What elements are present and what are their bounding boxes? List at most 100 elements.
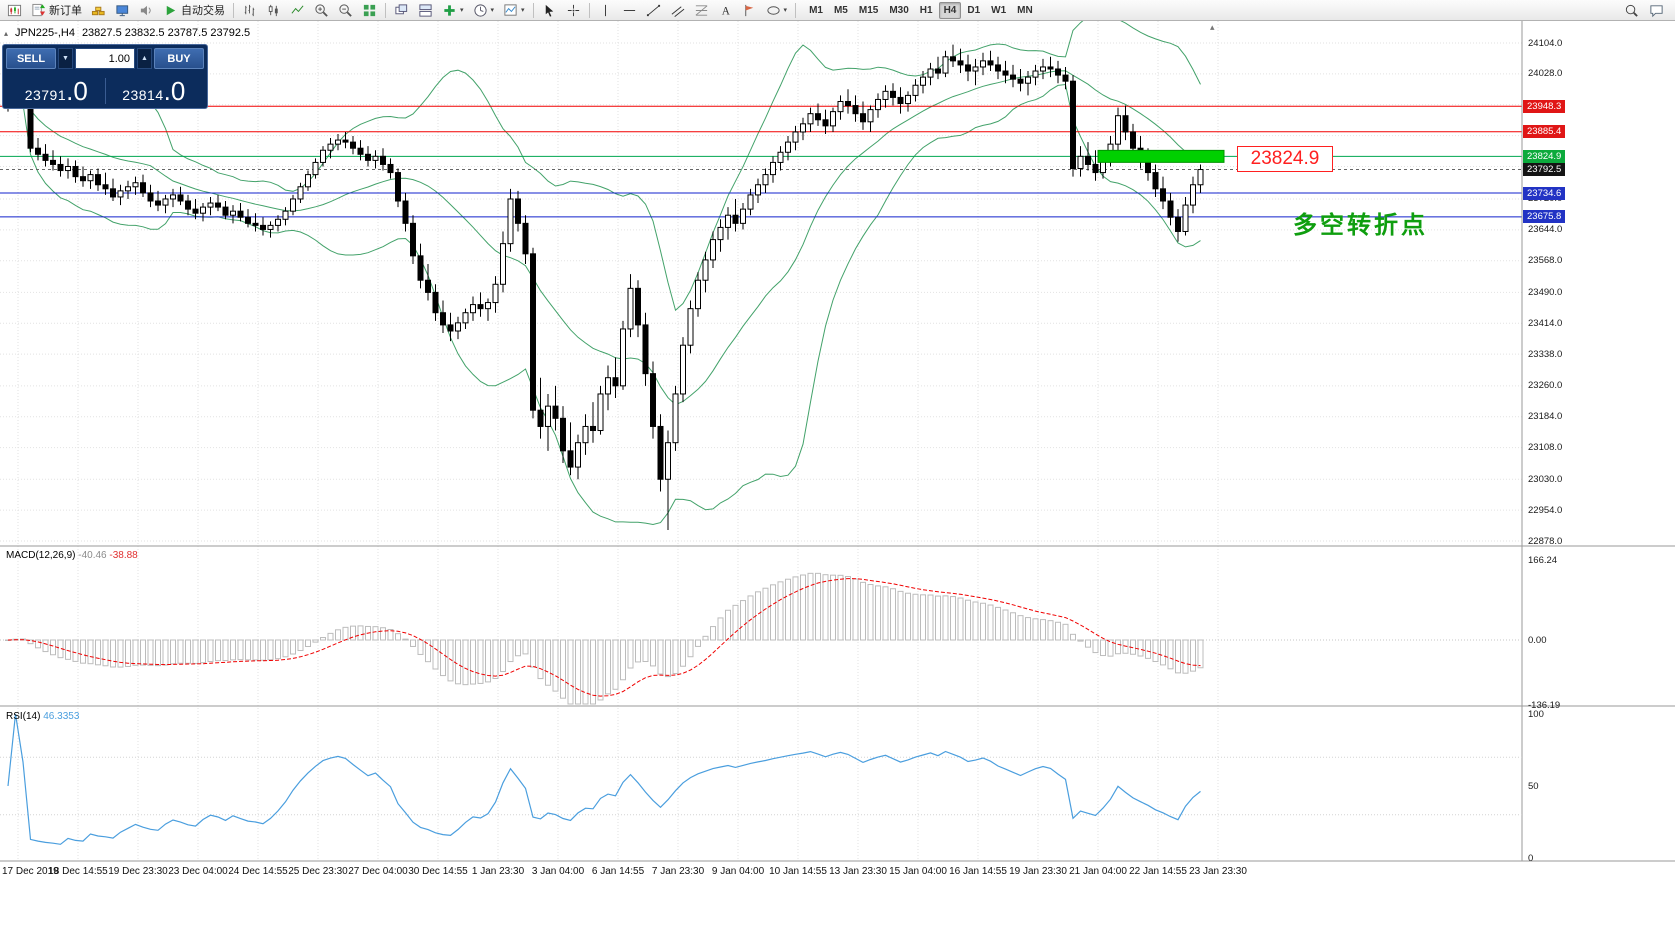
autotrade-play-icon [166,5,176,15]
templates-button[interactable]: ▾ [499,1,529,20]
time-axis-label[interactable]: 19 Dec 23:30 [108,866,168,877]
time-axis-label[interactable]: 9 Jan 04:00 [711,866,765,877]
current-price-badge: 23792.5 [1523,163,1566,177]
time-axis-label[interactable]: 10 Jan 14:55 [769,866,827,877]
annotation-text[interactable]: 多空转折点 [1293,213,1428,239]
timeframe-h1[interactable]: H1 [919,4,933,16]
chevron-down-icon: ▾ [783,6,788,14]
time-axis-label[interactable]: 7 Jan 23:30 [651,866,705,877]
zoom-out-button[interactable] [334,1,357,20]
chart-shift-marker[interactable]: ▴ [1210,22,1215,32]
zoom-in-button[interactable] [310,1,333,20]
toolbar-separator [795,2,797,18]
tile-windows-icon [363,4,376,16]
time-axis-label[interactable]: 1 Jan 23:30 [471,866,525,877]
speaker-icon [140,5,151,15]
toolbar-separator [532,2,534,18]
price-axis-label: 22878.0 [1528,535,1563,547]
price-axis-label: 24028.0 [1528,68,1563,80]
timeframe-mn[interactable]: MN [1017,4,1033,16]
line-chart-icon [291,5,304,14]
collapse-panel-icon[interactable]: ▴ [4,28,9,38]
candles-icon [268,4,278,16]
trendline-icon [646,4,660,16]
volume-down-button[interactable]: ▼ [58,48,73,69]
cascade-windows-button[interactable] [390,1,413,20]
trendline-button[interactable] [642,1,665,20]
time-axis-label[interactable]: 30 Dec 14:55 [408,866,468,877]
tile-windows-button[interactable] [358,1,381,20]
chart-canvas [0,21,1675,862]
market-watch-button[interactable] [87,1,110,20]
fibonacci-button[interactable] [690,1,713,20]
volume-input[interactable] [75,48,135,69]
price-callout-label[interactable]: 23824.9 [1237,146,1333,172]
time-axis-label[interactable]: 23 Dec 04:00 [168,866,228,877]
timeframe-m30[interactable]: M30 [889,4,909,16]
time-axis-label[interactable]: 13 Jan 23:30 [829,866,887,877]
time-axis-label[interactable]: 15 Jan 04:00 [889,866,947,877]
indicators-button[interactable]: ▾ [438,1,468,20]
auto-trading-button[interactable]: 自动交易 [159,1,229,20]
timeframe-w1[interactable]: W1 [991,4,1007,16]
channel-button[interactable] [666,1,689,20]
bar-chart-button[interactable] [238,1,261,20]
cursor-icon [545,4,553,17]
time-axis-label[interactable]: 19 Jan 23:30 [1009,866,1067,877]
periods-button[interactable]: ▾ [469,1,499,20]
chart-window-button[interactable] [3,1,26,20]
chevron-down-icon: ▾ [490,6,495,14]
chart-area[interactable]: ▴ JPN225-,H4 23827.5 23832.5 23787.5 237… [0,21,1675,946]
volume-up-button[interactable]: ▲ [137,48,152,69]
sell-button[interactable]: SELL [6,48,56,69]
zoom-in-icon [315,3,328,17]
timeframe-m1[interactable]: M1 [809,4,823,16]
new-order-button[interactable]: 新订单 [27,1,86,20]
label-tool-button[interactable] [738,1,761,20]
vertical-line-button[interactable] [594,1,617,20]
time-axis-label[interactable]: 22 Jan 14:55 [1129,866,1187,877]
timeframe-m5[interactable]: M5 [833,4,848,16]
text-tool-button[interactable]: A [714,1,737,20]
search-button[interactable] [1620,1,1643,20]
sell-price[interactable]: 23791.0 [24,76,88,106]
sound-button[interactable] [135,1,158,20]
time-axis-label[interactable]: 18 Dec 14:55 [48,866,108,877]
time-axis-label[interactable]: 3 Jan 04:00 [531,866,585,877]
fibonacci-icon [695,4,707,16]
buy-price[interactable]: 23814.0 [104,78,203,104]
timeframe-h4[interactable]: H4 [938,1,962,19]
timeframe-group: M1 M5 M15 M30 H1 H4 D1 W1 MN [804,1,1038,19]
terminal-button[interactable] [111,1,134,20]
tile-horizontal-button[interactable] [414,1,437,20]
chat-bubble-icon [1650,4,1663,17]
horizontal-line-button[interactable] [618,1,641,20]
macd-axis-label: 166.24 [1528,554,1558,566]
toolbar-separator [385,2,386,18]
buy-button[interactable]: BUY [154,48,204,69]
time-axis-label[interactable]: 21 Jan 04:00 [1069,866,1127,877]
candlestick-chart-button[interactable] [262,1,285,20]
timeframe-d1[interactable]: D1 [967,4,981,16]
time-axis-label[interactable]: 6 Jan 14:55 [591,866,645,877]
new-order-label: 新订单 [49,5,82,17]
rsi-axis-label: 50 [1528,780,1539,792]
chat-button[interactable] [1645,1,1668,20]
gold-bars-icon [91,6,105,15]
ellipse-shape-icon [766,5,780,15]
timeframe-m15[interactable]: M15 [858,4,879,16]
one-click-trading-panel: SELL ▼ ▲ BUY 23791.0 23814.0 [2,44,208,109]
template-icon [504,3,517,16]
price-badge: 23948.3 [1523,99,1566,113]
line-chart-button[interactable] [286,1,309,20]
svg-text:A: A [721,5,730,17]
shapes-button[interactable]: ▾ [762,1,792,20]
time-axis-label[interactable]: 23 Jan 23:30 [1189,866,1247,877]
time-axis-label[interactable]: 17 Dec 2019 [2,866,59,877]
time-axis-label[interactable]: 16 Jan 14:55 [949,866,1007,877]
time-axis-label[interactable]: 27 Dec 04:00 [348,866,408,877]
time-axis-label[interactable]: 24 Dec 14:55 [228,866,288,877]
time-axis-label[interactable]: 25 Dec 23:30 [288,866,348,877]
cursor-button[interactable] [538,1,561,20]
crosshair-button[interactable] [562,1,585,20]
